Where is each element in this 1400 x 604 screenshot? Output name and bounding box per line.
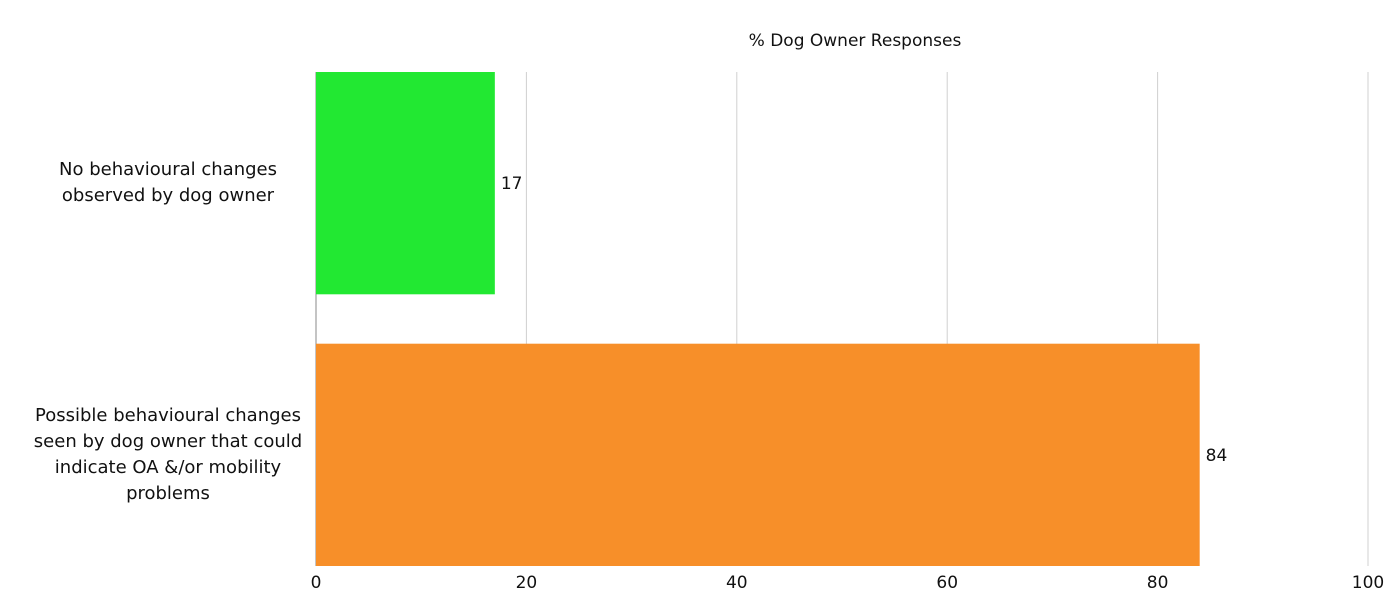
- x-axis-ticks: 0 20 40 60 80 100: [311, 573, 1385, 593]
- bar-value-label: 17: [501, 174, 523, 194]
- bar: [316, 343, 1200, 566]
- x-tick-label: 0: [311, 573, 322, 593]
- x-tick-label: 20: [516, 573, 538, 593]
- x-tick-label: 100: [1352, 573, 1384, 593]
- bar-value-label: 84: [1206, 446, 1228, 466]
- bars: [316, 72, 1200, 566]
- x-tick-label: 80: [1147, 573, 1169, 593]
- x-tick-label: 60: [936, 573, 958, 593]
- x-tick-label: 40: [726, 573, 748, 593]
- category-label: Possible behavioural changes seen by dog…: [33, 404, 303, 504]
- x-axis-title: % Dog Owner Responses: [749, 31, 962, 51]
- bar: [316, 72, 495, 295]
- category-label: No behavioural changes observed by dog o…: [59, 159, 277, 207]
